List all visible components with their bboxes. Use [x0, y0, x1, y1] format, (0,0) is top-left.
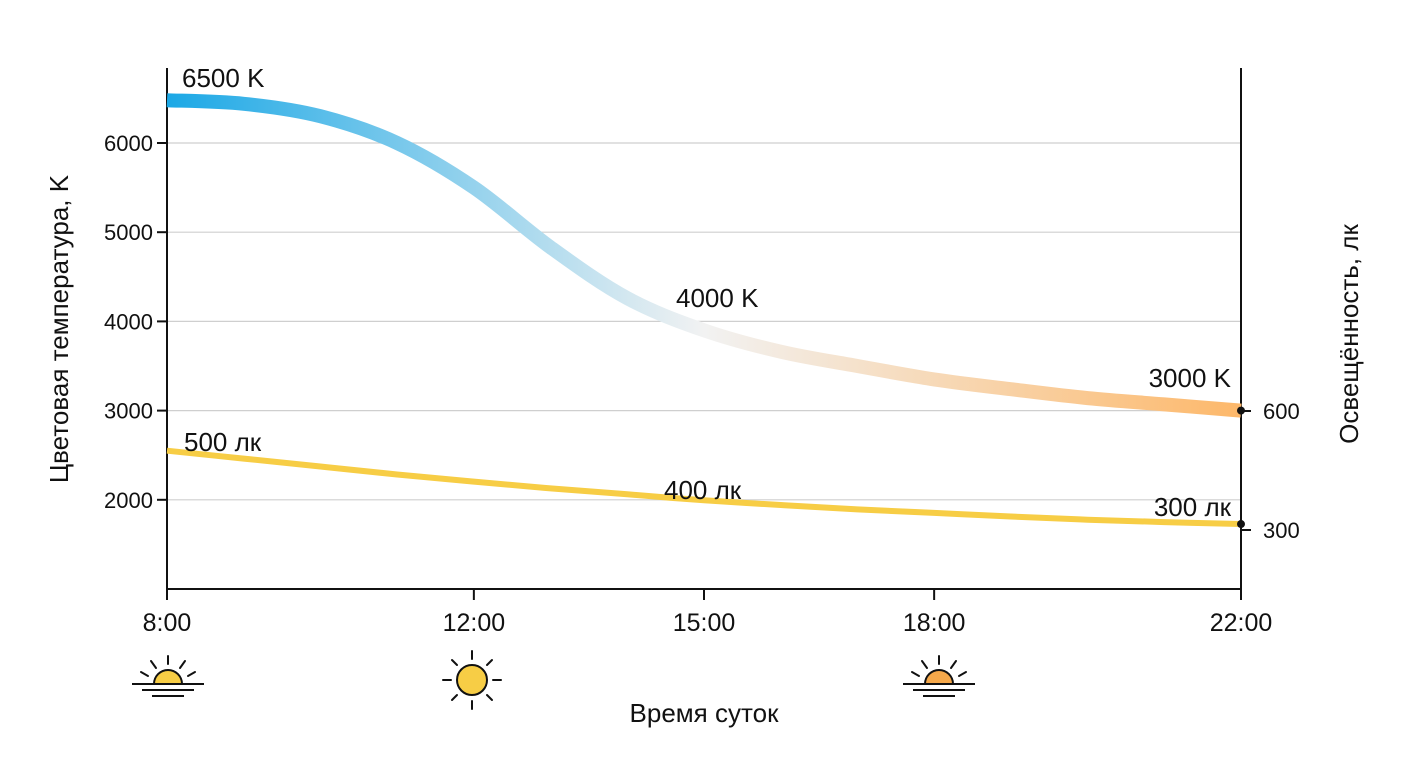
- annotations: 6500 K 4000 K 3000 K 500 лк 400 лк 300 л…: [182, 63, 1232, 522]
- grid-lines: [167, 142, 1241, 501]
- x-ticks: 8:00 12:00 15:00 18:00 22:00: [143, 589, 1273, 637]
- sunrise-icon: [132, 655, 204, 697]
- annotation-3000k: 3000 K: [1149, 363, 1232, 393]
- y-right-axis-title: Освещённость, лк: [1334, 224, 1364, 444]
- x-tick-label: 12:00: [443, 609, 506, 637]
- annotation-6500k: 6500 K: [182, 63, 265, 93]
- y-right-tick-label: 600: [1263, 399, 1300, 424]
- temperature-end-marker: [1237, 406, 1245, 415]
- y-left-tick-label: 5000: [104, 220, 153, 245]
- x-tick-label: 22:00: [1210, 609, 1273, 637]
- illuminance-end-marker: [1237, 520, 1245, 529]
- annotation-4000k: 4000 K: [676, 283, 759, 313]
- y-right-ticks: 300 600: [1241, 399, 1300, 543]
- y-right-tick-label: 300: [1263, 518, 1300, 543]
- right-axis-markers: [1237, 406, 1245, 529]
- y-left-tick-label: 4000: [104, 309, 153, 334]
- x-axis-title: Время суток: [630, 698, 780, 728]
- y-left-axis-title: Цветовая температура, K: [44, 174, 74, 483]
- annotation-400lx: 400 лк: [664, 475, 742, 505]
- x-tick-label: 8:00: [143, 609, 192, 637]
- annotation-500lx: 500 лк: [184, 427, 262, 457]
- annotation-300lx: 300 лк: [1154, 492, 1232, 522]
- sunset-icon: [903, 655, 975, 697]
- temperature-series-line: [166, 93, 1242, 418]
- y-left-ticks: 2000 3000 4000 5000 6000: [104, 131, 167, 513]
- x-tick-label: 15:00: [673, 609, 736, 637]
- sun-icon: [442, 650, 502, 710]
- y-left-tick-label: 6000: [104, 131, 153, 156]
- illuminance-series-line: [166, 447, 1242, 527]
- y-left-tick-label: 3000: [104, 399, 153, 424]
- y-left-tick-label: 2000: [104, 488, 153, 513]
- x-tick-label: 18:00: [903, 609, 966, 637]
